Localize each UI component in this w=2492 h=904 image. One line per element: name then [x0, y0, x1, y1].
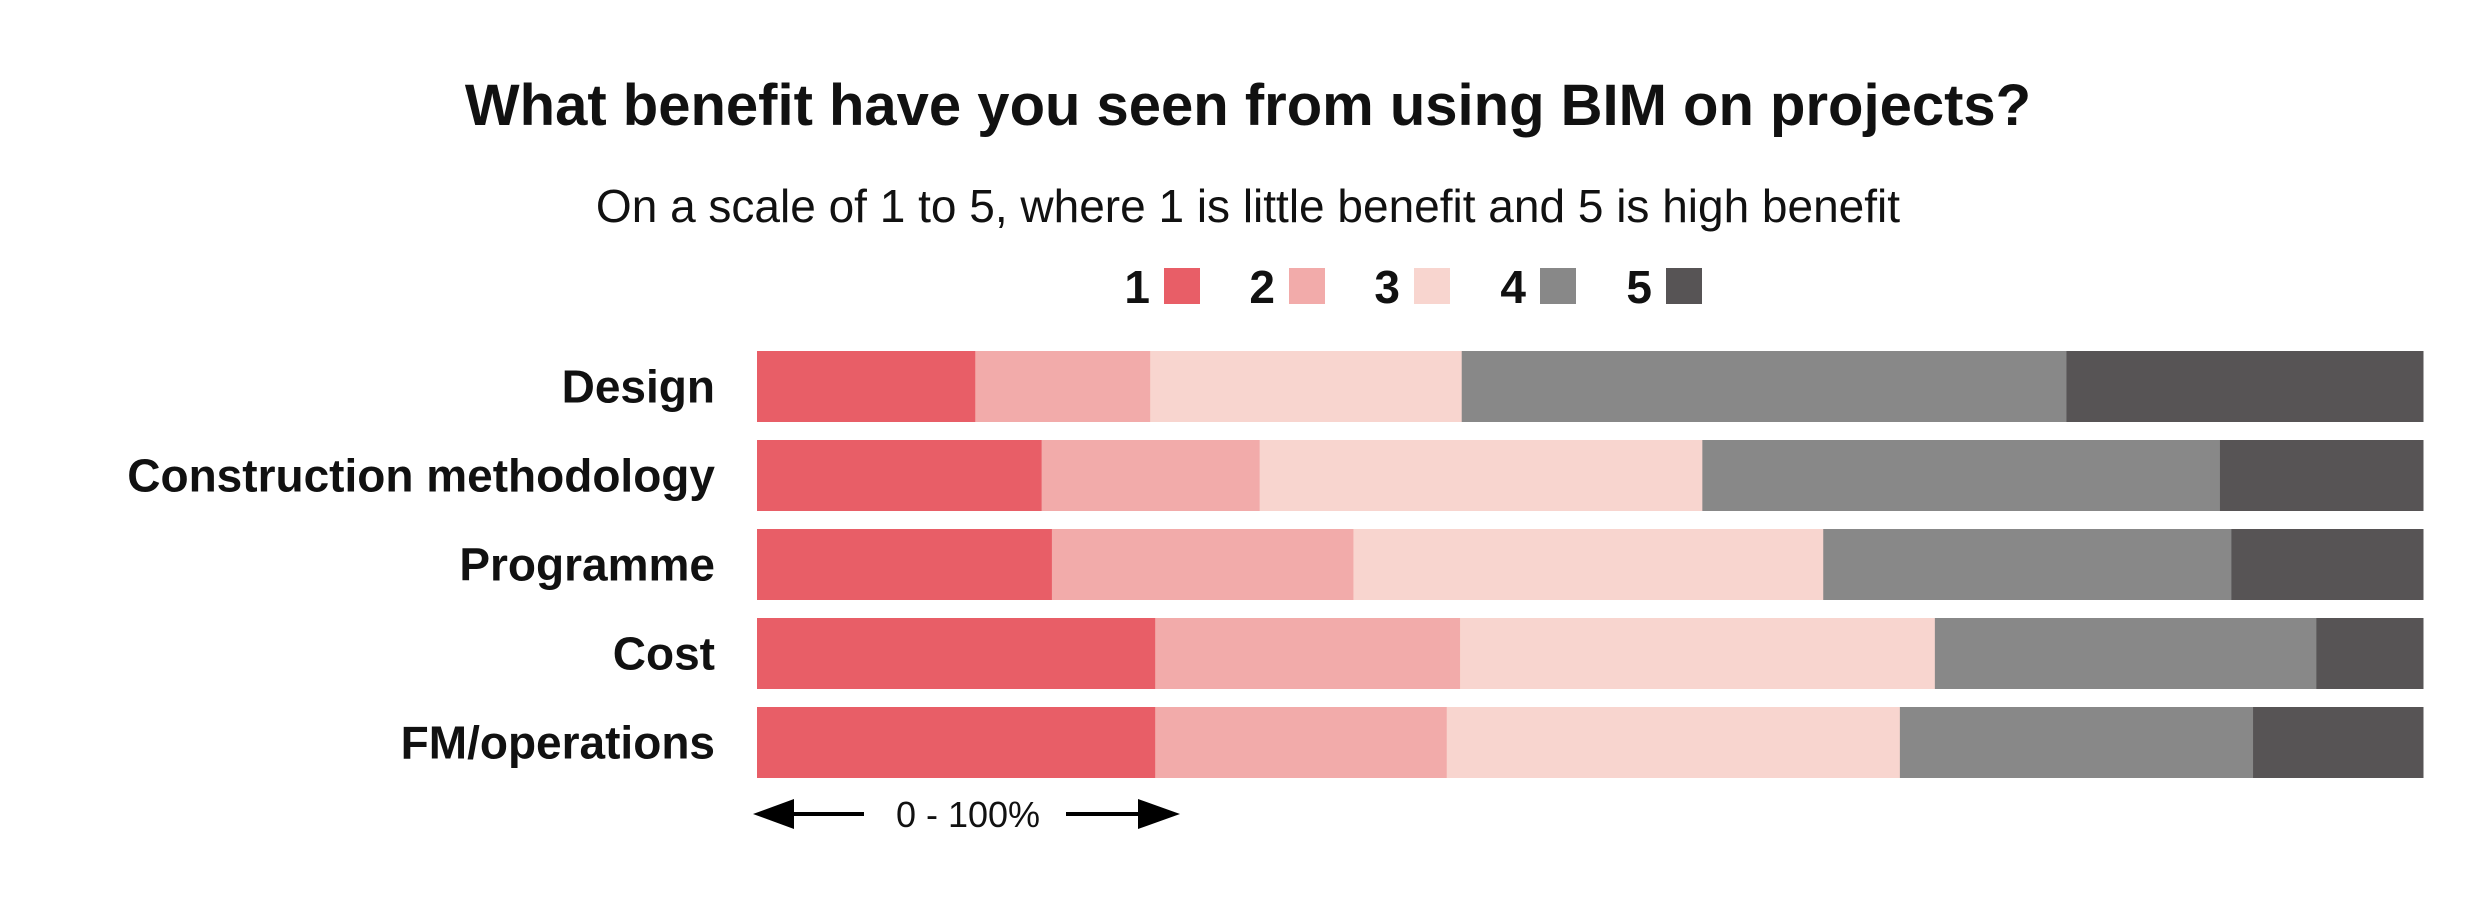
bar-segment-fm-operations-1: [757, 707, 1156, 778]
bar-segment-programme-3: [1353, 529, 1824, 600]
bar-segment-fm-operations-2: [1155, 707, 1448, 778]
bar-segment-cost-1: [757, 618, 1156, 689]
legend-swatch-1: [1164, 268, 1200, 304]
bar-segment-construction-methodology-3: [1259, 440, 1703, 511]
x-axis-label: 0 - 100%: [896, 794, 1040, 835]
category-label: FM/operations: [401, 717, 715, 769]
bar-segment-fm-operations-5: [2253, 707, 2424, 778]
bar-segment-fm-operations-3: [1446, 707, 1901, 778]
bar-segment-cost-3: [1460, 618, 1936, 689]
bar-segment-construction-methodology-5: [2219, 440, 2424, 511]
bar-segment-construction-methodology-1: [757, 440, 1043, 511]
legend-swatch-4: [1540, 268, 1576, 304]
bar-segment-cost-2: [1155, 618, 1461, 689]
bar-segment-design-2: [975, 351, 1151, 422]
bar-segment-design-1: [757, 351, 976, 422]
legend-label-1: 1: [1124, 261, 1150, 313]
bar-segment-construction-methodology-2: [1041, 440, 1261, 511]
bars: [757, 351, 2424, 778]
bar-segment-programme-2: [1051, 529, 1354, 600]
x-axis-indicator: 0 - 100%: [753, 794, 1180, 835]
legend-label-2: 2: [1249, 261, 1275, 313]
arrow-right-icon: [1138, 799, 1180, 829]
bar-segment-design-3: [1150, 351, 1463, 422]
category-label: Cost: [613, 628, 715, 680]
legend: 1 2 3 4 5: [1124, 261, 1702, 313]
legend-swatch-5: [1666, 268, 1702, 304]
category-labels: Design Construction methodology Programme C…: [127, 361, 715, 769]
bar-segment-design-4: [1461, 351, 2067, 422]
bar-segment-cost-4: [1934, 618, 2317, 689]
legend-label-3: 3: [1374, 261, 1400, 313]
bar-segment-design-5: [2066, 351, 2424, 422]
bar-segment-programme-4: [1823, 529, 2232, 600]
bar-segment-programme-1: [757, 529, 1053, 600]
legend-label-4: 4: [1500, 261, 1526, 313]
category-label: Design: [562, 361, 715, 413]
bar-segment-fm-operations-4: [1899, 707, 2254, 778]
legend-swatch-3: [1414, 268, 1450, 304]
arrow-left-icon: [753, 799, 794, 829]
category-label: Construction methodology: [127, 450, 715, 502]
category-label: Programme: [459, 539, 715, 591]
bar-segment-cost-5: [2316, 618, 2424, 689]
bar-segment-programme-5: [2231, 529, 2424, 600]
chart-title: What benefit have you seen from using BI…: [465, 73, 2031, 138]
legend-label-5: 5: [1626, 261, 1652, 313]
chart-subtitle: On a scale of 1 to 5, where 1 is little …: [596, 180, 1900, 232]
legend-swatch-2: [1289, 268, 1325, 304]
bar-segment-construction-methodology-4: [1702, 440, 2221, 511]
